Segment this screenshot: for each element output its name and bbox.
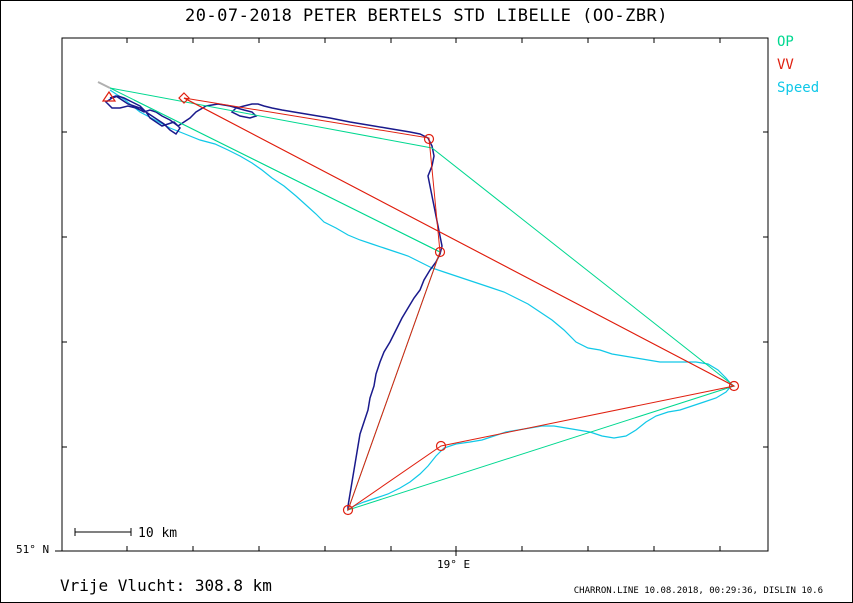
lat-ticks — [55, 131, 768, 552]
distance-summary: Vrije Vlucht: 308.8 km — [60, 576, 272, 595]
flight-track — [104, 95, 443, 510]
turnpoint-4 — [435, 440, 447, 452]
plot-frame — [61, 37, 769, 552]
legend-vv: VV — [777, 57, 794, 73]
turnpoint-3 — [728, 380, 740, 392]
scale-label: 10 km — [138, 526, 178, 541]
page-title: 20-07-2018 PETER BERTELS STD LIBELLE (OO… — [184, 6, 669, 26]
legend-op: OP — [777, 34, 794, 50]
scale-bar — [74, 528, 132, 536]
lat-axis-label: 51° N — [16, 543, 50, 556]
op-leg-start — [97, 81, 111, 89]
legend-speed: Speed — [777, 80, 820, 96]
vv-leg-diagonal — [183, 97, 735, 387]
speed-track — [109, 89, 733, 511]
turnpoint-1 — [423, 133, 435, 145]
lon-ticks — [126, 38, 721, 556]
op-triangle — [109, 87, 736, 511]
vv-route — [183, 97, 736, 512]
turnpoints — [101, 90, 740, 516]
turnpoint-2 — [434, 246, 446, 258]
lon-axis-label: 19° E — [437, 558, 471, 571]
finish-diamond-marker — [178, 92, 190, 104]
op-leg-return — [133, 99, 441, 253]
turnpoint-5 — [342, 504, 354, 516]
start-triangle-marker — [101, 90, 117, 102]
credit-line: CHARRON.LINE 10.08.2018, 00:29:36, DISLI… — [573, 586, 823, 596]
